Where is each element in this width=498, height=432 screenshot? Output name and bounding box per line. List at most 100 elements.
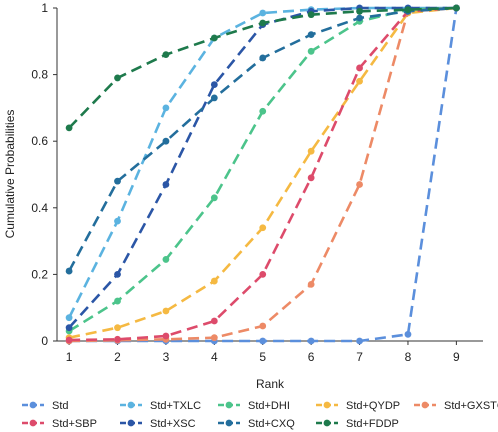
legend: Std Std+TXLC Std+DHI Std+QYDP Std+GXSTC Std+S…: [22, 400, 498, 430]
data-point: [65, 314, 73, 322]
data-point: [259, 107, 267, 115]
data-point: [210, 194, 218, 202]
data-point: [162, 332, 170, 340]
y-axis-label: Cumulative Probabilities: [3, 110, 17, 239]
data-point: [356, 337, 363, 345]
data-point: [356, 64, 363, 72]
data-point: [65, 267, 73, 275]
data-point: [452, 4, 460, 12]
legend-label: Std+TXLC: [150, 400, 201, 412]
data-point: [307, 280, 315, 288]
legend-item-std-xsc: Std+XSC: [120, 418, 196, 430]
legend-swatch-marker: [225, 419, 233, 427]
data-point: [114, 324, 121, 332]
data-point: [356, 77, 363, 85]
legend-item-std-fddp: Std+FDDP: [316, 418, 399, 430]
data-point: [114, 335, 121, 343]
data-point: [259, 271, 267, 278]
data-point: [210, 94, 218, 102]
y-tick-label: 0.6: [31, 134, 48, 148]
data-point: [356, 7, 363, 15]
data-point: [210, 317, 218, 325]
legend-swatch-marker: [127, 419, 135, 427]
y-tick-label: 0.2: [31, 267, 48, 281]
series-std-dhi: [65, 4, 460, 335]
data-point: [259, 322, 267, 330]
data-point: [162, 104, 170, 112]
legend-item-std-txlc: Std+TXLC: [120, 400, 201, 412]
x-tick-label: 6: [308, 350, 315, 364]
data-point: [114, 271, 121, 278]
data-point: [162, 137, 170, 145]
data-point: [404, 6, 412, 14]
data-point: [65, 336, 73, 344]
axes: 0 0.2 0.4 0.6 0.8 1 1 2 3 4 5 6 7 8 9: [31, 1, 483, 364]
data-point: [114, 177, 121, 185]
legend-swatch-marker: [29, 401, 37, 409]
data-point: [210, 277, 218, 285]
x-tick-label: 1: [66, 350, 73, 364]
legend-swatch-marker: [323, 401, 331, 409]
x-tick-label: 3: [163, 350, 170, 364]
legend-item-std: Std: [22, 400, 69, 412]
data-point: [65, 124, 73, 132]
data-point: [307, 31, 315, 39]
data-point: [162, 256, 170, 263]
x-tick-label: 8: [405, 350, 412, 364]
legend-item-std-gxstc: Std+GXSTC: [414, 400, 498, 412]
legend-label: Std+SBP: [52, 418, 97, 430]
data-point: [114, 74, 121, 82]
data-point: [307, 337, 315, 345]
legend-label: Std+QYDP: [346, 400, 400, 412]
data-point: [307, 174, 315, 182]
data-point: [307, 47, 315, 55]
data-point: [307, 147, 315, 155]
data-point: [259, 54, 267, 62]
legend-label: Std+FDDP: [346, 418, 399, 430]
data-point: [210, 81, 218, 88]
data-point: [210, 34, 218, 42]
legend-label: Std+CXQ: [248, 418, 295, 430]
y-tick-label: 0.4: [31, 201, 48, 215]
data-point: [162, 307, 170, 315]
series-std-xsc: [65, 4, 460, 332]
y-tick-label: 1: [41, 1, 48, 15]
data-point: [259, 19, 267, 27]
y-tick-label: 0: [41, 334, 48, 348]
x-tick-label: 4: [211, 350, 218, 364]
data-point: [307, 11, 315, 19]
x-axis-label: Rank: [256, 377, 285, 391]
legend-item-std-qydp: Std+QYDP: [316, 400, 400, 412]
legend-label: Std+XSC: [150, 418, 196, 430]
data-point: [114, 217, 121, 225]
series-std-fddp: [65, 4, 460, 132]
data-point: [162, 51, 170, 59]
data-point: [404, 330, 412, 338]
data-point: [356, 181, 363, 188]
data-point: [162, 181, 170, 188]
data-point: [356, 14, 363, 22]
x-tick-label: 5: [259, 350, 266, 364]
data-point: [210, 334, 218, 342]
legend-item-std-dhi: Std+DHI: [218, 400, 290, 412]
data-point: [259, 337, 267, 345]
legend-swatch-marker: [225, 401, 233, 409]
data-point: [259, 9, 267, 17]
legend-label: Std+GXSTC: [444, 400, 498, 412]
legend-swatch-marker: [323, 419, 331, 427]
y-tick-label: 0.8: [31, 68, 48, 82]
series-layer: [65, 4, 460, 345]
data-point: [65, 324, 73, 332]
legend-swatch-marker: [29, 419, 37, 427]
data-point: [259, 224, 267, 232]
x-tick-label: 9: [453, 350, 460, 364]
legend-label: Std+DHI: [248, 400, 290, 412]
legend-swatch-marker: [421, 401, 429, 409]
series-std-cxq: [65, 4, 460, 275]
legend-item-std-cxq: Std+CXQ: [218, 418, 295, 430]
x-tick-label: 7: [356, 350, 363, 364]
data-point: [114, 297, 121, 305]
legend-label: Std: [52, 400, 69, 412]
legend-item-std-sbp: Std+SBP: [22, 418, 97, 430]
